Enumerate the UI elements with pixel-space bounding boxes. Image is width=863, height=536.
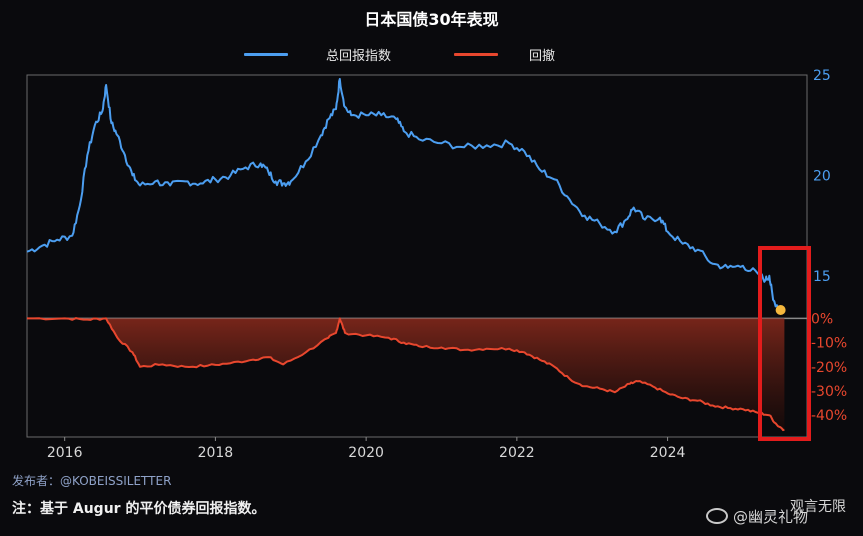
highlight-box xyxy=(758,246,811,441)
watermark-top: 观言无限 xyxy=(790,499,846,515)
legend-line-drawdown xyxy=(454,53,498,56)
x-tick-label: 2024 xyxy=(650,445,686,461)
x-tick-label: 2018 xyxy=(198,445,234,461)
x-tick-label: 2020 xyxy=(348,445,384,461)
y-tick-label-top: 15 xyxy=(813,269,831,285)
x-tick-label: 2016 xyxy=(47,445,83,461)
legend: 总回报指数 回撤 xyxy=(0,44,863,64)
source-credit: 发布者：@KOBEISSILETTER xyxy=(12,474,172,488)
y-tick-label-top: 20 xyxy=(813,168,831,184)
y-tick-label-top: 25 xyxy=(813,68,831,84)
y-tick-label-bottom: -10% xyxy=(811,336,847,352)
legend-line-total-return xyxy=(244,53,288,56)
x-tick-label: 2022 xyxy=(499,445,535,461)
watermark-bottom: @幽灵礼物 xyxy=(733,508,809,526)
legend-label-total-return: 总回报指数 xyxy=(326,49,392,64)
latest-value-marker xyxy=(775,304,786,315)
y-tick-label-bottom: -40% xyxy=(811,408,847,424)
weibo-logo-icon xyxy=(706,508,728,524)
footnote: 注：基于 Augur 的平价债券回报指数。 xyxy=(12,501,266,517)
legend-label-drawdown: 回撤 xyxy=(529,49,556,64)
chart-title: 日本国债30年表现 xyxy=(364,10,499,29)
y-tick-label-bottom: 0% xyxy=(811,311,833,327)
total-return-line xyxy=(26,78,782,311)
drawdown-line xyxy=(27,317,785,432)
y-tick-label-bottom: -30% xyxy=(811,384,847,400)
drawdown-area xyxy=(27,318,785,430)
y-tick-label-bottom: -20% xyxy=(811,360,847,376)
